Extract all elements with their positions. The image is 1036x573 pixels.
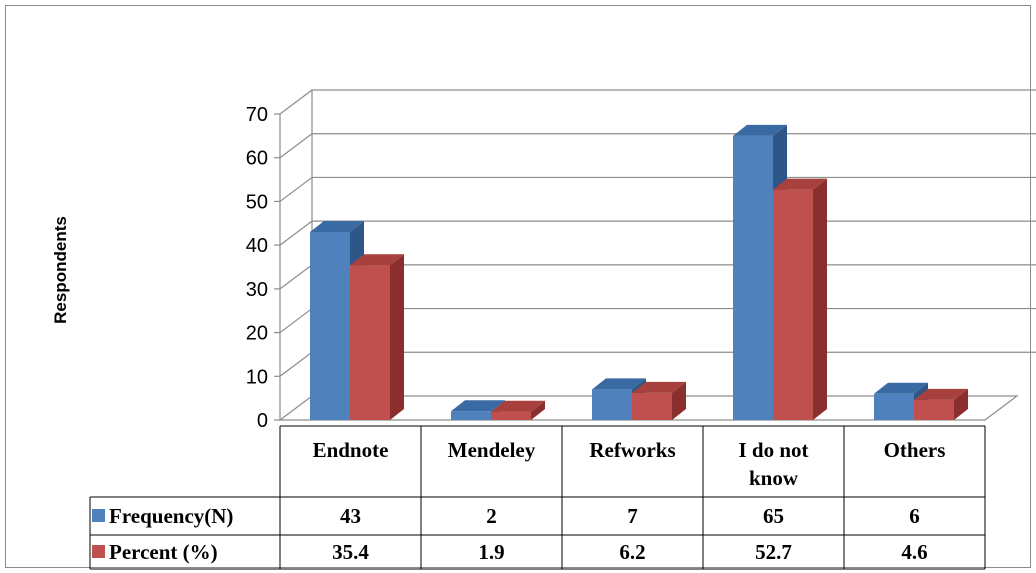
bar-top [491, 400, 545, 412]
y-axis-ticks: 0 10 20 30 40 50 60 70 [246, 104, 268, 432]
bar [350, 265, 390, 420]
y-tick-label: 40 [246, 235, 268, 257]
data-label: 7 [627, 504, 638, 528]
bar [491, 411, 531, 420]
x-category-label: Mendeley [448, 438, 536, 462]
bar [733, 135, 773, 420]
data-label: 52.7 [755, 540, 792, 564]
data-label: 4.6 [901, 540, 927, 564]
y-tick-label: 0 [257, 410, 268, 432]
y-tick-label: 30 [246, 279, 268, 301]
legend-entry: Percent (%) [109, 540, 218, 564]
gridline [279, 133, 1036, 159]
x-category-label: know [749, 466, 799, 490]
bar [592, 389, 632, 420]
bar-top [310, 221, 364, 233]
bar [451, 411, 491, 420]
data-table: Endnote Mendeley Refworks I do not know Other… [89, 425, 986, 570]
y-tick-label: 10 [246, 366, 268, 388]
data-label: 43 [340, 504, 361, 528]
bar [874, 393, 914, 420]
bar-top [773, 178, 827, 190]
x-category-label: Others [884, 438, 946, 462]
data-label: 35.4 [332, 540, 369, 564]
data-label: 6.2 [619, 540, 645, 564]
x-category-label: Endnote [313, 438, 389, 462]
y-tick-label: 70 [246, 104, 268, 126]
y-tick-label: 50 [246, 191, 268, 213]
x-category-label: Refworks [589, 438, 675, 462]
gridline [279, 176, 1036, 202]
legend-swatch [92, 509, 105, 522]
chart-frame [5, 5, 1031, 568]
legend-swatch [92, 545, 105, 558]
bar [310, 232, 350, 420]
bar-top [874, 382, 928, 394]
bar-top [592, 378, 646, 390]
gridline [279, 220, 1036, 246]
data-label: 1.9 [478, 540, 504, 564]
bar-top [914, 388, 968, 400]
gridline [279, 89, 1036, 115]
x-category-label: I do not [738, 438, 808, 462]
bars [310, 124, 968, 420]
bar-top [451, 400, 505, 412]
data-label: 6 [909, 504, 920, 528]
bar-side [531, 400, 545, 420]
y-tick-label: 20 [246, 323, 268, 345]
legend-entry: Frequency(N) [109, 504, 233, 528]
bar-side [954, 388, 968, 420]
bar-top [350, 254, 404, 266]
y-axis-label: Respondents [51, 216, 70, 324]
bar-top [733, 124, 787, 136]
data-label: 2 [486, 504, 497, 528]
bar [914, 399, 954, 420]
y-tick-label: 60 [246, 148, 268, 170]
bar-side [390, 254, 404, 420]
bar-side [672, 381, 686, 420]
bar [773, 189, 813, 420]
bar-top [632, 381, 686, 393]
bar-side [813, 178, 827, 420]
data-label: 65 [763, 504, 784, 528]
bar [632, 392, 672, 420]
